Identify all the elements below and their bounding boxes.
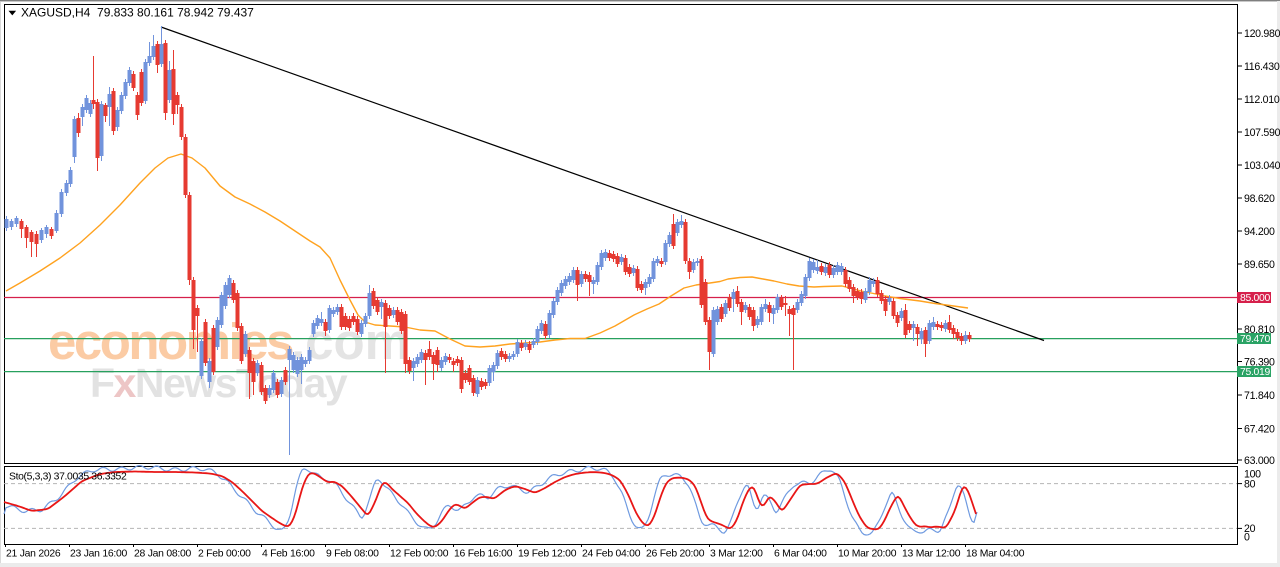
svg-text:107.590: 107.590 <box>1244 127 1280 139</box>
svg-text:28 Jan 08:00: 28 Jan 08:00 <box>134 549 192 560</box>
svg-text:10 Mar 20:00: 10 Mar 20:00 <box>838 549 897 560</box>
svg-text:4 Feb 16:00: 4 Feb 16:00 <box>262 549 315 560</box>
svg-text:80: 80 <box>1244 478 1256 490</box>
svg-text:16 Feb 16:00: 16 Feb 16:00 <box>454 549 513 560</box>
svg-text:12 Feb 00:00: 12 Feb 00:00 <box>390 549 449 560</box>
svg-text:FxNewsToday: FxNewsToday <box>90 360 348 406</box>
svg-text:9 Feb 08:00: 9 Feb 08:00 <box>326 549 379 560</box>
svg-text:3 Mar 12:00: 3 Mar 12:00 <box>710 549 763 560</box>
svg-text:75.019: 75.019 <box>1240 367 1271 378</box>
svg-text:economies: economies <box>48 313 293 370</box>
svg-text:18 Mar 04:00: 18 Mar 04:00 <box>966 549 1025 560</box>
svg-text:24 Feb 04:00: 24 Feb 04:00 <box>582 549 641 560</box>
svg-text:94.200: 94.200 <box>1244 226 1275 238</box>
svg-text:85.000: 85.000 <box>1240 293 1271 304</box>
svg-text:Sto(5,3,3) 37.0035 36.3352: Sto(5,3,3) 37.0035 36.3352 <box>9 472 127 483</box>
svg-text:2 Feb 00:00: 2 Feb 00:00 <box>198 549 251 560</box>
svg-text:19 Feb 12:00: 19 Feb 12:00 <box>518 549 577 560</box>
svg-text:116.430: 116.430 <box>1244 61 1280 73</box>
svg-text:63.000: 63.000 <box>1244 455 1275 467</box>
svg-text:20: 20 <box>1244 523 1256 535</box>
svg-text:21 Jan 2026: 21 Jan 2026 <box>6 549 61 560</box>
svg-text:79.470: 79.470 <box>1240 334 1271 345</box>
svg-text:XAGUSD,H4 79.833 80.161 78.94: XAGUSD,H4 79.833 80.161 78.942 79.437 <box>21 6 254 20</box>
svg-text:112.010: 112.010 <box>1244 94 1280 106</box>
svg-text:26 Feb 20:00: 26 Feb 20:00 <box>646 549 705 560</box>
svg-text:0: 0 <box>1244 532 1250 544</box>
svg-text:13 Mar 12:00: 13 Mar 12:00 <box>902 549 961 560</box>
svg-text:76.390: 76.390 <box>1244 357 1275 369</box>
svg-text:103.040: 103.040 <box>1244 160 1280 172</box>
svg-text:67.420: 67.420 <box>1244 424 1275 436</box>
svg-text:89.650: 89.650 <box>1244 259 1275 271</box>
svg-text:100: 100 <box>1244 469 1261 481</box>
svg-text:6 Mar 04:00: 6 Mar 04:00 <box>774 549 827 560</box>
svg-text:98.620: 98.620 <box>1244 193 1275 205</box>
svg-text:71.840: 71.840 <box>1244 390 1275 402</box>
svg-text:23 Jan 16:00: 23 Jan 16:00 <box>70 549 128 560</box>
svg-text:120.980: 120.980 <box>1244 28 1280 40</box>
